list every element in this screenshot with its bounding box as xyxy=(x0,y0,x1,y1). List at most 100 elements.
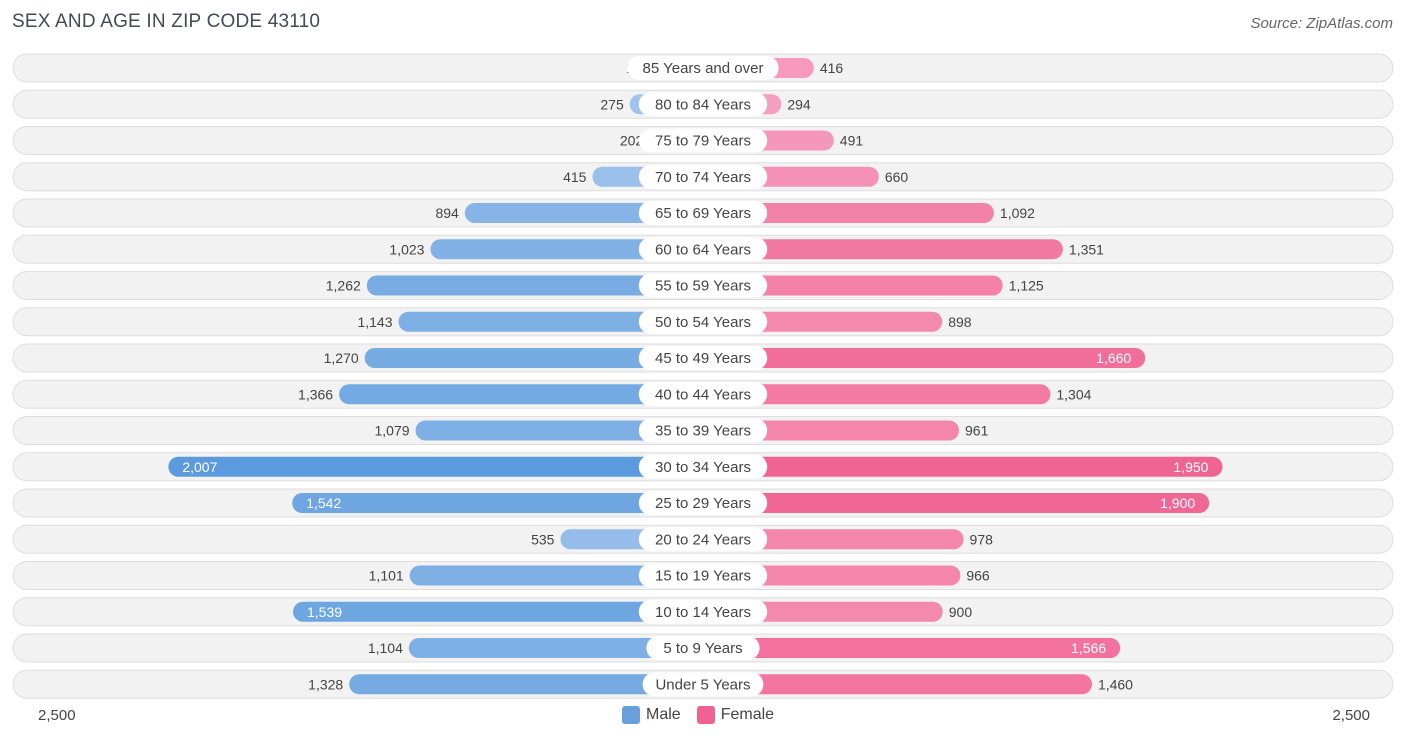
legend-swatch-female xyxy=(696,706,715,724)
category-label: 30 to 34 Years xyxy=(655,459,751,476)
male-value-label: 894 xyxy=(435,205,459,221)
legend-label-male: Male xyxy=(646,706,681,723)
female-bar xyxy=(703,674,1092,695)
male-bar xyxy=(398,311,703,332)
male-value-label: 415 xyxy=(563,169,587,185)
female-bar xyxy=(703,565,961,586)
category-label-pill xyxy=(638,418,768,443)
chart-title: SEX AND AGE IN ZIP CODE 43110 xyxy=(12,11,321,32)
category-label: 5 to 9 Years xyxy=(663,640,742,657)
female-bar xyxy=(703,275,1003,296)
female-value-label: 660 xyxy=(885,169,909,185)
category-label: 55 to 59 Years xyxy=(655,278,751,295)
category-label: 15 to 19 Years xyxy=(655,568,751,585)
category-label: Under 5 Years xyxy=(655,676,750,693)
male-value-label: 1,262 xyxy=(326,278,361,294)
male-bar xyxy=(339,384,703,405)
category-label-pill xyxy=(638,382,768,407)
category-label: 40 to 44 Years xyxy=(655,386,751,403)
female-value-label: 1,351 xyxy=(1069,241,1104,257)
category-label-pill xyxy=(638,599,768,624)
female-value-label: 1,125 xyxy=(1009,278,1044,294)
male-value-label: 1,270 xyxy=(324,350,359,366)
female-value-label: 491 xyxy=(840,133,864,149)
category-label: 20 to 24 Years xyxy=(655,531,751,548)
category-label-pill xyxy=(638,128,768,153)
female-value-label: 1,460 xyxy=(1098,676,1133,692)
female-value-label: 898 xyxy=(948,314,972,330)
category-label-pill xyxy=(638,346,768,370)
category-label: 65 to 69 Years xyxy=(655,205,751,222)
male-value-label: 1,101 xyxy=(369,568,404,584)
category-label-pill xyxy=(638,164,768,189)
female-value-label: 966 xyxy=(966,568,990,584)
female-value-label: 1,566 xyxy=(1071,640,1106,656)
female-value-label: 1,092 xyxy=(1000,205,1035,221)
male-value-label: 1,366 xyxy=(298,386,333,402)
female-value-label: 1,900 xyxy=(1160,495,1195,511)
male-bar xyxy=(366,275,703,296)
category-label: 45 to 49 Years xyxy=(655,350,751,367)
legend-swatch-male xyxy=(622,706,640,724)
male-value-label: 202 xyxy=(620,133,644,149)
category-label-pill xyxy=(638,527,768,552)
male-value-label: 1,542 xyxy=(306,495,341,511)
male-bar xyxy=(364,348,703,368)
category-label-pill xyxy=(638,201,768,225)
category-label-pill xyxy=(638,563,768,588)
source-note: Source: ZipAtlas.com xyxy=(1250,15,1393,32)
category-label: 80 to 84 Years xyxy=(655,96,751,113)
female-bar xyxy=(703,384,1051,405)
category-label-pill xyxy=(646,636,760,660)
category-label: 25 to 29 Years xyxy=(655,495,751,512)
category-label-pill xyxy=(638,309,768,334)
male-value-label: 1,023 xyxy=(389,241,424,257)
male-value-label: 2,007 xyxy=(182,459,217,475)
female-bar xyxy=(703,456,1223,477)
category-label-pill xyxy=(638,92,768,117)
female-value-label: 416 xyxy=(820,60,844,76)
male-bar xyxy=(293,601,703,622)
male-value-label: 1,539 xyxy=(307,604,342,620)
category-label: 75 to 79 Years xyxy=(655,133,751,150)
category-label-pill xyxy=(627,56,779,80)
male-bar xyxy=(408,638,703,658)
category-label: 70 to 74 Years xyxy=(655,169,751,186)
category-label-pill xyxy=(642,672,764,697)
category-label-pill xyxy=(638,273,768,298)
male-value-label: 535 xyxy=(531,531,555,547)
female-bar xyxy=(703,420,960,441)
legend-item-male[interactable]: Male xyxy=(622,706,681,724)
male-value-label: 275 xyxy=(600,96,624,112)
female-value-label: 978 xyxy=(970,531,994,547)
male-value-label: 1,104 xyxy=(368,640,403,656)
legend-item-female[interactable]: Female xyxy=(696,706,775,724)
male-bar xyxy=(409,565,703,586)
female-bar xyxy=(703,239,1063,260)
female-bar xyxy=(703,493,1210,513)
category-label: 10 to 14 Years xyxy=(655,604,751,621)
female-value-label: 961 xyxy=(965,423,989,439)
category-label-pill xyxy=(638,491,768,515)
male-bar xyxy=(415,420,703,441)
category-label: 60 to 64 Years xyxy=(655,241,751,258)
male-value-label: 1,143 xyxy=(357,314,392,330)
female-bar xyxy=(703,203,994,223)
male-bar xyxy=(292,493,703,513)
category-label-pill xyxy=(638,237,768,262)
male-bar xyxy=(168,456,703,477)
female-bar xyxy=(703,529,964,550)
legend-label-female: Female xyxy=(720,706,775,723)
female-value-label: 1,304 xyxy=(1056,386,1091,402)
category-label: 50 to 54 Years xyxy=(655,314,751,331)
legend: Male Female xyxy=(622,706,782,724)
category-label: 85 Years and over xyxy=(643,60,764,77)
axis-right-label: 2,500 xyxy=(1332,707,1370,724)
male-value-label: 1,079 xyxy=(375,423,410,439)
female-value-label: 1,950 xyxy=(1173,459,1208,475)
male-bar xyxy=(349,674,703,695)
category-label: 35 to 39 Years xyxy=(655,423,751,440)
female-value-label: 900 xyxy=(949,604,973,620)
female-bar xyxy=(703,348,1146,368)
